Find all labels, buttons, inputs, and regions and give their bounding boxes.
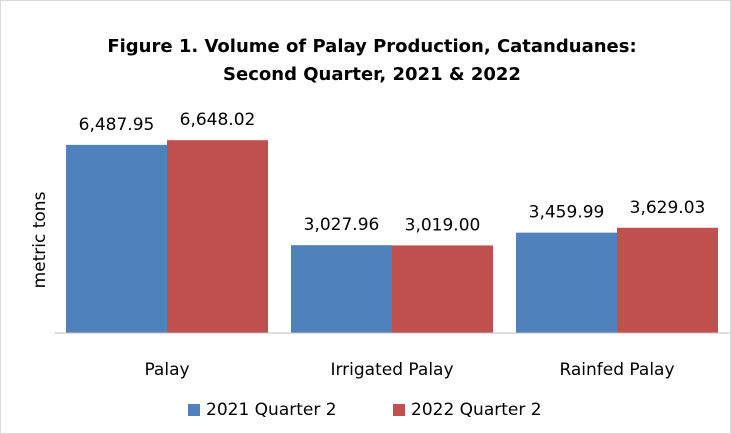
data-label: 3,027.96	[304, 215, 380, 235]
legend-swatch	[393, 404, 405, 416]
data-label: 6,487.95	[79, 115, 155, 135]
bar	[516, 232, 617, 333]
data-label: 6,648.02	[180, 110, 256, 130]
data-label: 3,629.03	[630, 198, 706, 218]
x-tick-label: Rainfed Palay	[559, 360, 674, 380]
bar	[617, 227, 718, 333]
legend-label: 2022 Quarter 2	[411, 400, 542, 420]
bar	[291, 245, 392, 333]
chart-title: Figure 1. Volume of Palay Production, Ca…	[107, 36, 636, 57]
legend-label: 2021 Quarter 2	[206, 400, 337, 420]
bar	[167, 140, 268, 333]
y-axis-label: metric tons	[30, 191, 50, 288]
x-tick-label: Irrigated Palay	[330, 360, 453, 380]
bar	[66, 144, 167, 333]
legend-swatch	[188, 404, 200, 416]
x-tick-label: Palay	[144, 360, 189, 380]
bar	[392, 245, 493, 333]
data-label: 3,019.00	[405, 215, 481, 235]
chart-subtitle: Second Quarter, 2021 & 2022	[223, 64, 521, 85]
data-label: 3,459.99	[529, 203, 605, 223]
